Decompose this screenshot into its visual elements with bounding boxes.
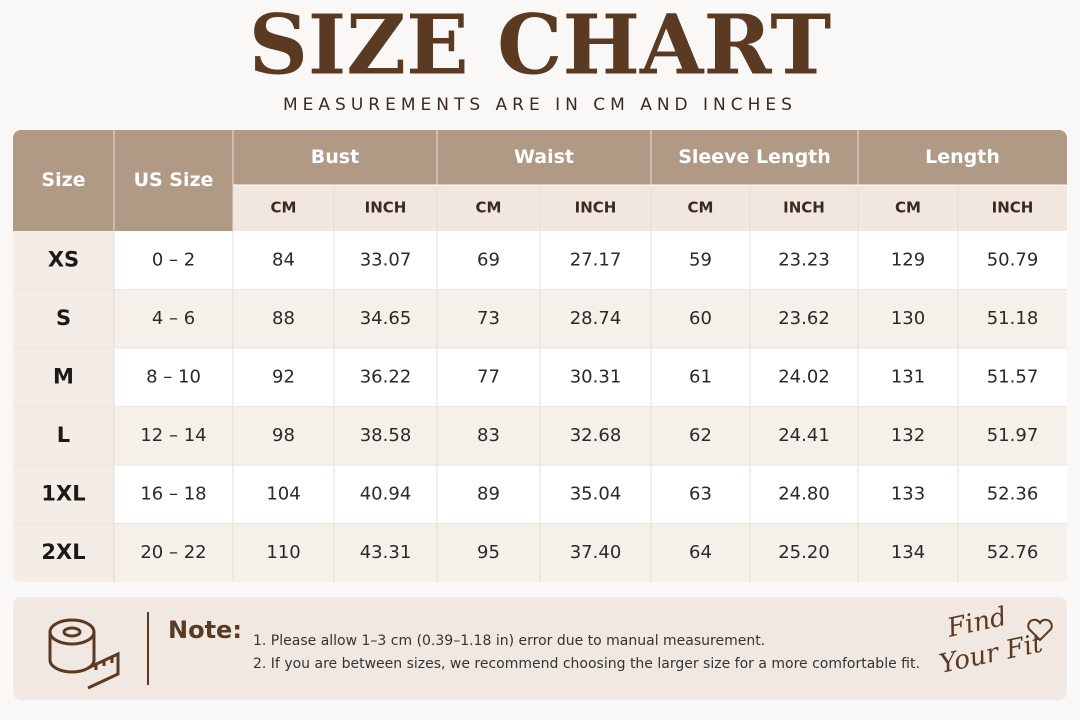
group-header: Length bbox=[925, 146, 1000, 168]
table-cell: 89 bbox=[477, 483, 500, 504]
unit-header: INCH bbox=[365, 199, 407, 217]
group-header: Bust bbox=[311, 146, 359, 168]
unit-header: CM bbox=[271, 199, 297, 217]
table-cell: 77 bbox=[477, 366, 500, 387]
table-cell: 84 bbox=[272, 249, 295, 270]
size-cell-bg bbox=[13, 523, 114, 582]
unit-header: INCH bbox=[992, 199, 1034, 217]
table-cell: 52.76 bbox=[987, 542, 1039, 563]
size-table: Size US Size Bust CM INCH Waist CM INCH Sleeve L… bbox=[13, 130, 1067, 582]
table-cell: 8 – 10 bbox=[146, 366, 201, 387]
subheader-bg bbox=[233, 185, 1067, 231]
table-cell: 104 bbox=[266, 483, 300, 504]
table-cell: 51.97 bbox=[987, 425, 1039, 446]
table-cell: 132 bbox=[891, 425, 925, 446]
table-cell: 88 bbox=[272, 308, 295, 329]
size-label: M bbox=[53, 364, 74, 388]
table-cell: 130 bbox=[891, 308, 925, 329]
table-cell: 64 bbox=[689, 542, 712, 563]
column-header: US Size bbox=[134, 169, 214, 191]
size-label: S bbox=[56, 306, 71, 330]
table-cell: 23.62 bbox=[778, 308, 830, 329]
table-cell: 40.94 bbox=[360, 483, 412, 504]
table-body: Size US Size Bust CM INCH Waist CM INCH Sleeve L… bbox=[13, 130, 1067, 582]
table-cell: 12 – 14 bbox=[140, 425, 206, 446]
table-cell: 61 bbox=[689, 366, 712, 387]
unit-header: INCH bbox=[575, 199, 617, 217]
table-cell: 24.02 bbox=[778, 366, 830, 387]
table-cell: 24.41 bbox=[778, 425, 830, 446]
table-cell: 28.74 bbox=[570, 308, 622, 329]
size-label: 1XL bbox=[41, 481, 85, 505]
table-cell: 73 bbox=[477, 308, 500, 329]
table-cell: 32.68 bbox=[570, 425, 622, 446]
size-cell-bg bbox=[13, 465, 114, 524]
table-cell: 92 bbox=[272, 366, 295, 387]
table-cell: 23.23 bbox=[778, 249, 830, 270]
table-cell: 50.79 bbox=[987, 249, 1039, 270]
table-cell: 95 bbox=[477, 542, 500, 563]
table-cell: 24.80 bbox=[778, 483, 830, 504]
unit-header: CM bbox=[476, 199, 502, 217]
table-cell: 43.31 bbox=[360, 542, 412, 563]
title: SIZE CHART bbox=[249, 0, 832, 93]
size-cell-bg bbox=[13, 289, 114, 348]
table-cell: 27.17 bbox=[570, 249, 622, 270]
note-line: 1. Please allow 1–3 cm (0.39–1.18 in) er… bbox=[253, 633, 765, 649]
table-cell: 30.31 bbox=[570, 366, 622, 387]
size-cell-bg bbox=[13, 231, 114, 290]
size-label: L bbox=[57, 423, 70, 447]
table-cell: 60 bbox=[689, 308, 712, 329]
group-header: Sleeve Length bbox=[678, 146, 831, 168]
table-cell: 51.57 bbox=[987, 366, 1039, 387]
table-cell: 69 bbox=[477, 249, 500, 270]
unit-header: INCH bbox=[783, 199, 825, 217]
table-cell: 33.07 bbox=[360, 249, 412, 270]
table-cell: 34.65 bbox=[360, 308, 412, 329]
table-cell: 25.20 bbox=[778, 542, 830, 563]
table-cell: 20 – 22 bbox=[140, 542, 206, 563]
table-cell: 38.58 bbox=[360, 425, 412, 446]
table-cell: 0 – 2 bbox=[152, 249, 195, 270]
table-cell: 16 – 18 bbox=[140, 483, 206, 504]
note-line: 2. If you are between sizes, we recommen… bbox=[253, 656, 920, 672]
table-cell: 131 bbox=[891, 366, 925, 387]
table-cell: 4 – 6 bbox=[152, 308, 195, 329]
size-label: 2XL bbox=[41, 540, 85, 564]
table-cell: 110 bbox=[266, 542, 300, 563]
unit-header: CM bbox=[688, 199, 714, 217]
unit-header: CM bbox=[895, 199, 921, 217]
table-cell: 83 bbox=[477, 425, 500, 446]
table-cell: 134 bbox=[891, 542, 925, 563]
table-cell: 36.22 bbox=[360, 366, 412, 387]
tape-icon bbox=[48, 618, 120, 690]
table-cell: 59 bbox=[689, 249, 712, 270]
table-cell: 129 bbox=[891, 249, 925, 270]
table-cell: 98 bbox=[272, 425, 295, 446]
heart-icon bbox=[1027, 618, 1053, 642]
column-header: Size bbox=[41, 169, 85, 191]
subtitle: MEASUREMENTS ARE IN CM AND INCHES bbox=[283, 95, 797, 115]
group-header: Waist bbox=[514, 146, 574, 168]
note-box bbox=[13, 597, 1067, 700]
note-label: Note: bbox=[168, 616, 242, 644]
size-cell-bg bbox=[13, 406, 114, 465]
table-cell: 62 bbox=[689, 425, 712, 446]
table-cell: 51.18 bbox=[987, 308, 1039, 329]
table-cell: 35.04 bbox=[570, 483, 622, 504]
table-cell: 63 bbox=[689, 483, 712, 504]
size-cell-bg bbox=[13, 348, 114, 407]
table-cell: 133 bbox=[891, 483, 925, 504]
size-label: XS bbox=[48, 247, 79, 271]
table-cell: 52.36 bbox=[987, 483, 1039, 504]
table-cell: 37.40 bbox=[570, 542, 622, 563]
